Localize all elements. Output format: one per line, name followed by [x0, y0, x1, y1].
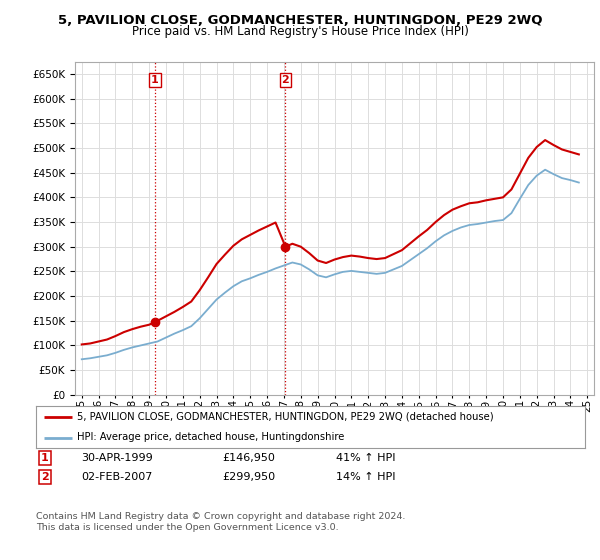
- Text: £146,950: £146,950: [222, 453, 275, 463]
- Text: 02-FEB-2007: 02-FEB-2007: [81, 472, 152, 482]
- Text: Price paid vs. HM Land Registry's House Price Index (HPI): Price paid vs. HM Land Registry's House …: [131, 25, 469, 38]
- Text: 5, PAVILION CLOSE, GODMANCHESTER, HUNTINGDON, PE29 2WQ (detached house): 5, PAVILION CLOSE, GODMANCHESTER, HUNTIN…: [77, 412, 494, 422]
- Text: 2: 2: [41, 472, 49, 482]
- Text: 5, PAVILION CLOSE, GODMANCHESTER, HUNTINGDON, PE29 2WQ: 5, PAVILION CLOSE, GODMANCHESTER, HUNTIN…: [58, 14, 542, 27]
- Text: £299,950: £299,950: [222, 472, 275, 482]
- Text: 2: 2: [281, 75, 289, 85]
- Text: 30-APR-1999: 30-APR-1999: [81, 453, 153, 463]
- Text: 14% ↑ HPI: 14% ↑ HPI: [336, 472, 395, 482]
- Text: 1: 1: [151, 75, 158, 85]
- Text: 1: 1: [41, 453, 49, 463]
- Text: Contains HM Land Registry data © Crown copyright and database right 2024.
This d: Contains HM Land Registry data © Crown c…: [36, 512, 406, 532]
- Text: HPI: Average price, detached house, Huntingdonshire: HPI: Average price, detached house, Hunt…: [77, 432, 344, 442]
- Text: 41% ↑ HPI: 41% ↑ HPI: [336, 453, 395, 463]
